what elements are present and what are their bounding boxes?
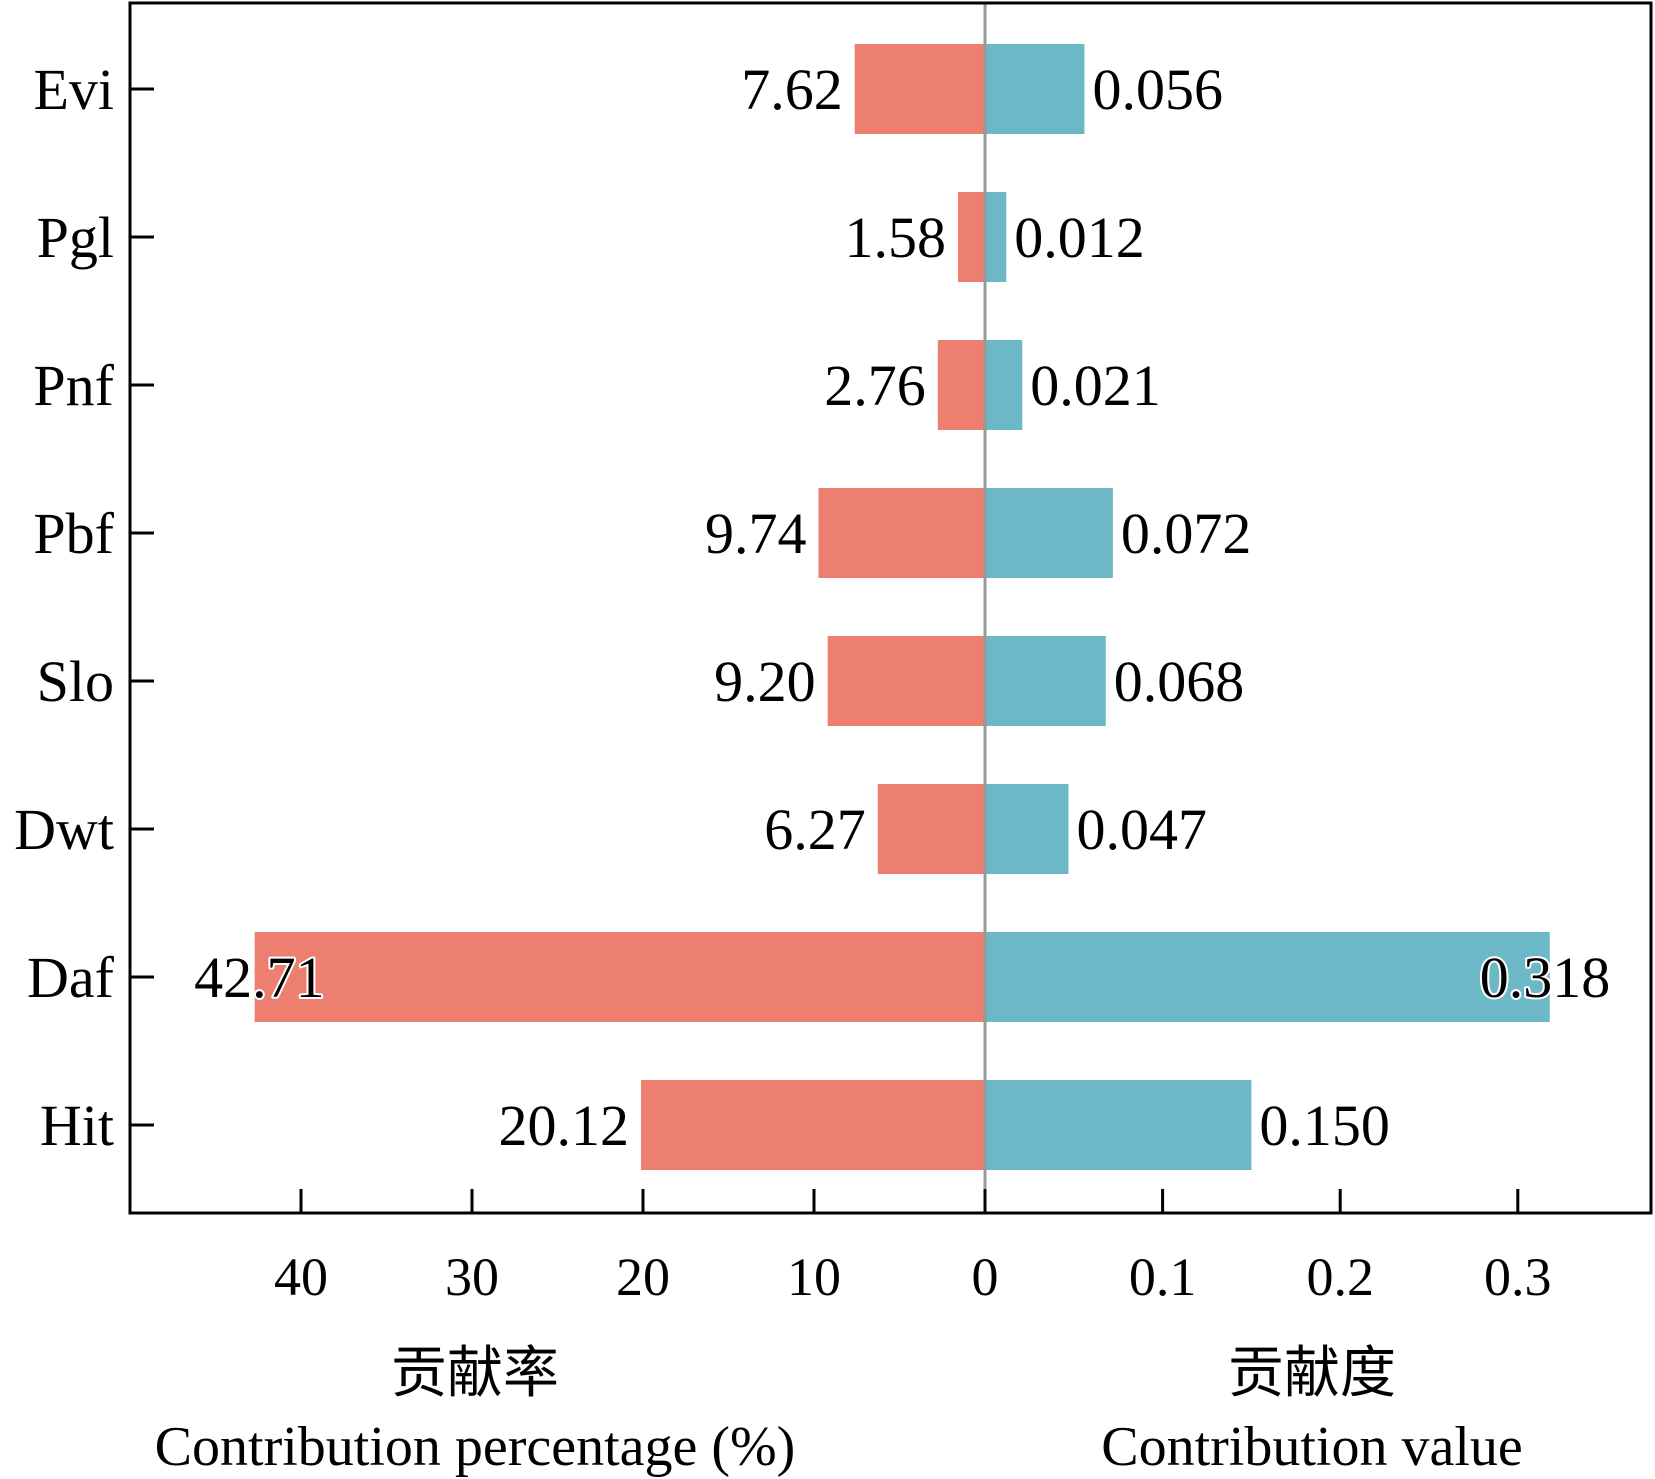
x-tick-label-right-0.1: 0.1 bbox=[1129, 1247, 1197, 1307]
bar-right-dwt bbox=[985, 784, 1069, 874]
x-tick-label-left-20: 20 bbox=[616, 1247, 670, 1307]
data-label-left-pbf: 9.74 bbox=[705, 501, 807, 566]
data-label-left-evi: 7.62 bbox=[741, 57, 843, 122]
data-label-right-slo: 0.068 bbox=[1114, 649, 1245, 714]
x-tick-label-right-0.2: 0.2 bbox=[1306, 1247, 1374, 1307]
bar-left-daf bbox=[254, 932, 985, 1022]
bar-left-hit bbox=[640, 1080, 985, 1170]
data-label-right-hit: 0.150 bbox=[1259, 1093, 1390, 1158]
data-label-left-pnf: 2.76 bbox=[824, 353, 926, 418]
data-label-left-hit: 20.12 bbox=[498, 1093, 629, 1158]
data-label-left-daf: 42.71 bbox=[194, 945, 325, 1010]
category-label-slo: Slo bbox=[37, 649, 114, 714]
bar-right-slo bbox=[985, 636, 1106, 726]
bar-left-dwt bbox=[877, 784, 985, 874]
data-label-left-pgl: 1.58 bbox=[844, 205, 946, 270]
bar-left-slo bbox=[827, 636, 985, 726]
x-axis-title-left-en: Contribution percentage (%) bbox=[155, 1416, 796, 1478]
bar-left-pnf bbox=[937, 340, 985, 430]
data-label-right-pbf: 0.072 bbox=[1121, 501, 1252, 566]
data-label-right-evi: 0.056 bbox=[1092, 57, 1223, 122]
category-label-hit: Hit bbox=[40, 1093, 114, 1158]
data-label-right-daf: 0.318 bbox=[1480, 945, 1611, 1010]
bar-left-pbf bbox=[818, 488, 985, 578]
category-label-daf: Daf bbox=[27, 945, 115, 1010]
bar-right-evi bbox=[985, 44, 1085, 134]
bar-right-daf bbox=[985, 932, 1550, 1022]
x-axis-title-right-en: Contribution value bbox=[1101, 1416, 1523, 1478]
data-label-right-pnf: 0.021 bbox=[1030, 353, 1161, 418]
category-label-pbf: Pbf bbox=[33, 501, 114, 566]
x-axis-title-left-cn: 贡献率 bbox=[391, 1343, 559, 1405]
bar-right-pgl bbox=[985, 192, 1007, 282]
bar-right-pbf bbox=[985, 488, 1113, 578]
bar-left-evi bbox=[854, 44, 985, 134]
category-label-pgl: Pgl bbox=[37, 205, 114, 270]
x-tick-label-left-10: 10 bbox=[787, 1247, 841, 1307]
data-label-right-dwt: 0.047 bbox=[1076, 797, 1207, 862]
plot-frame bbox=[128, 1, 1653, 1215]
x-tick-label-right-0.3: 0.3 bbox=[1484, 1247, 1552, 1307]
data-label-left-slo: 9.20 bbox=[714, 649, 816, 714]
data-label-right-pgl: 0.012 bbox=[1014, 205, 1145, 270]
bar-right-pnf bbox=[985, 340, 1023, 430]
category-label-pnf: Pnf bbox=[33, 353, 114, 418]
x-tick-label-left-30: 30 bbox=[445, 1247, 499, 1307]
bar-left-pgl bbox=[957, 192, 985, 282]
x-tick-label-left-40: 40 bbox=[274, 1247, 328, 1307]
data-label-left-dwt: 6.27 bbox=[764, 797, 866, 862]
x-tick-label-left-0: 0 bbox=[972, 1247, 999, 1307]
bar-right-hit bbox=[985, 1080, 1252, 1170]
category-label-evi: Evi bbox=[33, 57, 114, 122]
category-label-dwt: Dwt bbox=[14, 797, 114, 862]
x-axis-title-right-cn: 贡献度 bbox=[1228, 1343, 1396, 1405]
